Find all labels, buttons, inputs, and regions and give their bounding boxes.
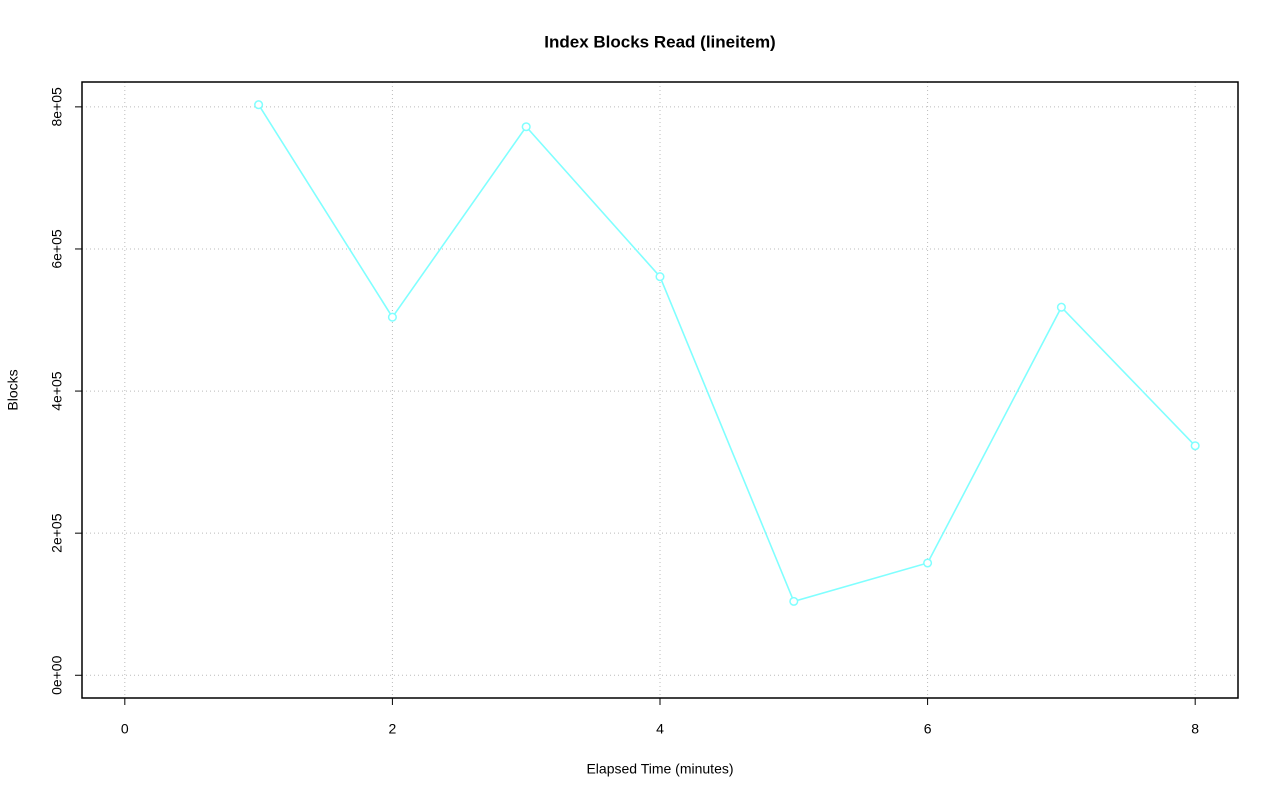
point [387, 312, 397, 322]
x-axis-label: Elapsed Time (minutes) [586, 761, 733, 777]
y-tick-label: 6e+05 [49, 229, 65, 269]
point [1190, 441, 1200, 451]
y-tick-label: 4e+05 [49, 371, 65, 411]
plot-frame [81, 81, 1239, 699]
point [655, 272, 665, 282]
x-tick-label: 0 [121, 721, 129, 737]
y-tick-label: 2e+05 [49, 513, 65, 553]
y-tick-label: 8e+05 [49, 87, 65, 127]
point [923, 558, 933, 568]
x-tick-label: 6 [924, 721, 932, 737]
x-tick-label: 8 [1191, 721, 1199, 737]
point [1056, 302, 1066, 312]
point [789, 596, 799, 606]
x-tick-label: 4 [656, 721, 664, 737]
chart-title: Index Blocks Read (lineitem) [544, 32, 775, 51]
point [254, 100, 264, 110]
y-axis-label: Blocks [5, 369, 21, 410]
y-tick-label: 0e+00 [49, 655, 65, 695]
point [521, 122, 531, 132]
line [257, 104, 1196, 603]
plot-area: 0e+00 2e+05 4e+05 6e+05 8e+05 0 2 4 6 8 [49, 82, 1238, 737]
x-tick-label: 2 [389, 721, 397, 737]
